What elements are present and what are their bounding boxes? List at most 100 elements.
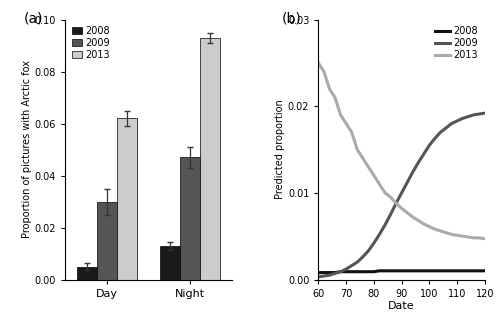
2008 (482, 269, 488, 273)
2013 (421, 222, 427, 226)
2013 (426, 225, 432, 228)
Line: 2008: 2008 (318, 271, 485, 273)
Bar (160, 246, 180, 280)
2008 (393, 269, 399, 273)
2013 (448, 232, 454, 236)
2009 (354, 260, 360, 264)
2013 (410, 215, 416, 219)
Line: 2009: 2009 (318, 113, 485, 277)
2013 (338, 113, 344, 117)
2009 (432, 136, 438, 140)
2009 (426, 143, 432, 147)
Bar (200, 38, 220, 280)
2008 (416, 269, 422, 273)
2013 (354, 148, 360, 151)
Bar (96, 202, 116, 280)
2008 (316, 271, 322, 275)
2009 (454, 119, 460, 123)
2008 (326, 271, 332, 275)
Bar (116, 118, 136, 280)
2013 (371, 174, 377, 177)
2009 (421, 152, 427, 156)
Bar (180, 157, 200, 280)
Line: 2013: 2013 (318, 63, 485, 239)
2009 (326, 273, 332, 277)
2008 (382, 269, 388, 273)
2008 (443, 269, 449, 273)
X-axis label: Date: Date (388, 301, 415, 311)
2013 (432, 227, 438, 231)
2013 (360, 156, 366, 160)
2009 (371, 241, 377, 245)
2009 (482, 111, 488, 115)
2013 (476, 236, 482, 240)
2013 (471, 236, 477, 240)
2009 (466, 115, 471, 119)
Text: (a): (a) (24, 12, 43, 26)
2009 (398, 191, 404, 195)
2009 (416, 161, 422, 164)
2009 (343, 267, 349, 271)
Bar (76, 266, 96, 280)
2013 (460, 234, 466, 238)
2008 (448, 269, 454, 273)
2008 (398, 269, 404, 273)
2009 (438, 130, 444, 134)
Legend: 2008, 2009, 2013: 2008, 2009, 2013 (433, 24, 480, 62)
2008 (360, 270, 366, 274)
2008 (348, 270, 354, 274)
2008 (343, 270, 349, 274)
2009 (404, 180, 410, 184)
2009 (321, 274, 327, 278)
2009 (460, 116, 466, 120)
2009 (393, 201, 399, 205)
2008 (476, 269, 482, 273)
2008 (354, 270, 360, 274)
2013 (398, 206, 404, 210)
2013 (326, 87, 332, 91)
2009 (316, 275, 322, 279)
2008 (388, 269, 394, 273)
2008 (410, 269, 416, 273)
2008 (366, 270, 372, 274)
2008 (454, 269, 460, 273)
2013 (348, 130, 354, 134)
2008 (471, 269, 477, 273)
2013 (332, 96, 338, 99)
2008 (376, 269, 382, 273)
2009 (332, 271, 338, 275)
2013 (438, 229, 444, 233)
2009 (382, 223, 388, 227)
2013 (316, 61, 322, 65)
Legend: 2008, 2009, 2013: 2008, 2009, 2013 (70, 24, 112, 62)
2013 (454, 233, 460, 237)
2013 (382, 191, 388, 195)
2009 (348, 264, 354, 267)
2009 (360, 255, 366, 259)
2013 (393, 201, 399, 205)
2009 (476, 112, 482, 116)
2008 (432, 269, 438, 273)
Text: (b): (b) (282, 12, 302, 26)
2009 (471, 113, 477, 117)
2008 (371, 270, 377, 274)
2009 (448, 122, 454, 125)
2008 (426, 269, 432, 273)
2013 (404, 211, 410, 215)
2013 (343, 122, 349, 125)
2013 (366, 165, 372, 169)
2008 (460, 269, 466, 273)
Y-axis label: Predicted proportion: Predicted proportion (275, 100, 285, 199)
2009 (388, 213, 394, 216)
2008 (466, 269, 471, 273)
2008 (321, 271, 327, 275)
2009 (410, 170, 416, 174)
2009 (376, 232, 382, 236)
2009 (338, 270, 344, 274)
2013 (482, 237, 488, 241)
2013 (388, 195, 394, 199)
2009 (366, 249, 372, 253)
2009 (443, 126, 449, 130)
2008 (404, 269, 410, 273)
2013 (416, 219, 422, 223)
